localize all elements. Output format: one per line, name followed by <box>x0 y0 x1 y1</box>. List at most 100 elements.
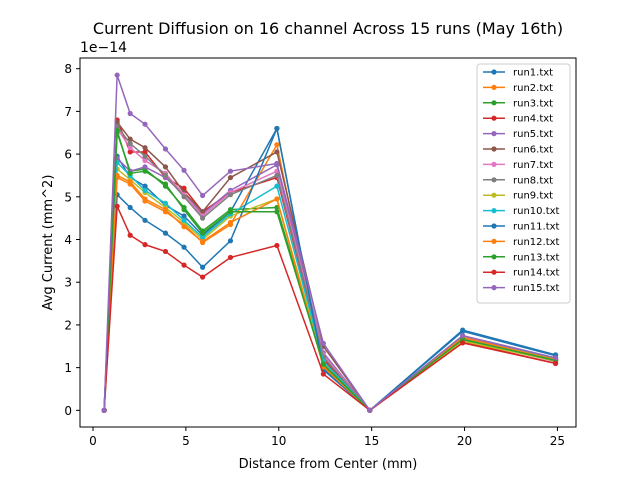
data-point <box>142 183 148 189</box>
data-point <box>200 234 206 240</box>
data-point <box>181 217 187 223</box>
data-point <box>181 224 187 230</box>
data-point <box>227 219 234 226</box>
legend-entry-label: run6.txt <box>513 145 553 156</box>
y-tick-label: 0 <box>64 404 72 418</box>
legend-entry-label: run12.txt <box>513 237 560 248</box>
y-tick-label: 2 <box>64 318 72 332</box>
legend-entry-label: run8.txt <box>513 175 553 186</box>
data-point <box>114 72 120 78</box>
data-point <box>181 213 187 219</box>
x-tick-label: 0 <box>89 434 97 448</box>
legend-swatch-marker <box>491 115 497 121</box>
legend-entry-label: run15.txt <box>513 283 560 294</box>
data-point <box>162 181 169 187</box>
data-point <box>142 242 148 248</box>
data-point <box>227 238 234 244</box>
legend-swatch-marker <box>491 269 497 275</box>
legend-entry-label: run11.txt <box>513 222 560 233</box>
legend-entry-label: run7.txt <box>513 160 553 171</box>
data-point <box>200 239 206 245</box>
x-tick-label: 20 <box>457 434 472 448</box>
data-point <box>162 146 169 152</box>
data-point <box>114 203 120 209</box>
data-point <box>200 209 206 215</box>
plot-area-frame <box>79 57 577 428</box>
legend-swatch-marker <box>491 131 497 137</box>
data-point <box>274 149 280 155</box>
data-point <box>320 340 326 346</box>
legend-entry-label: run10.txt <box>513 206 560 217</box>
legend-swatch-marker <box>491 223 497 229</box>
data-point <box>274 242 280 249</box>
data-point <box>101 407 107 413</box>
data-point <box>460 328 466 334</box>
y-tick-label: 7 <box>64 105 72 119</box>
legend-entry-label: run14.txt <box>513 268 560 279</box>
data-point <box>181 167 187 173</box>
data-point <box>127 136 133 142</box>
y-tick-label: 5 <box>64 190 72 204</box>
legend-swatch-marker <box>491 192 497 198</box>
data-point <box>274 209 280 215</box>
legend-swatch-marker <box>491 238 497 244</box>
data-point <box>127 110 133 117</box>
legend-entry-label: run4.txt <box>513 114 553 125</box>
legend-swatch-marker <box>491 69 497 75</box>
data-point <box>181 194 187 200</box>
data-point <box>142 196 148 202</box>
data-point <box>460 340 466 346</box>
data-point <box>274 183 280 189</box>
legend-entry-label: run1.txt <box>513 68 553 79</box>
data-point <box>162 248 169 255</box>
x-axis-label: Distance from Center (mm) <box>239 457 418 472</box>
x-tick-label: 25 <box>550 434 565 448</box>
data-point <box>367 407 373 413</box>
y-tick-label: 6 <box>64 148 72 162</box>
axis-ticks: 0 5 10 15 20 25 0 1 2 3 4 5 6 7 8 <box>64 62 565 448</box>
y-tick-label: 8 <box>64 62 72 76</box>
data-point <box>552 355 559 361</box>
data-point <box>142 187 148 193</box>
legend-swatch-marker <box>491 146 497 152</box>
data-point <box>127 232 133 238</box>
series-group <box>101 72 559 413</box>
legend-entry-label: run13.txt <box>513 252 560 263</box>
legend: run1.txt run2.txt run3.txt run4.txt run5.txt… <box>476 63 571 304</box>
y-tick-label: 1 <box>64 361 72 375</box>
data-point <box>142 168 148 174</box>
data-point <box>181 244 187 250</box>
data-point <box>274 172 280 179</box>
data-point <box>274 125 280 132</box>
data-point <box>162 207 169 213</box>
data-point <box>142 145 148 151</box>
data-point <box>142 121 148 127</box>
x-tick-label: 5 <box>182 434 190 448</box>
y-axis-label: Avg Current (mm^2) <box>41 175 56 311</box>
legend-swatch-marker <box>491 254 497 260</box>
data-point <box>127 204 133 211</box>
data-point <box>200 264 206 270</box>
data-point <box>181 207 187 213</box>
legend-swatch-marker <box>491 161 497 167</box>
data-point <box>200 230 206 236</box>
data-point <box>227 192 234 198</box>
legend-entry-label: run5.txt <box>513 129 553 140</box>
legend-swatch-marker <box>491 285 497 291</box>
data-point <box>200 274 206 280</box>
data-point <box>227 168 234 174</box>
legend-swatch-marker <box>491 208 497 214</box>
y-tick-label: 3 <box>64 276 72 290</box>
data-point <box>227 174 234 181</box>
data-point <box>227 209 234 215</box>
legend-swatch-marker <box>491 84 497 90</box>
data-point <box>142 164 148 170</box>
legend-entry-label: run9.txt <box>513 191 553 202</box>
data-point <box>142 157 148 164</box>
legend-entry-label: run2.txt <box>513 83 553 94</box>
data-point <box>127 179 133 185</box>
data-point <box>552 360 559 366</box>
data-point <box>320 361 326 367</box>
data-point <box>200 192 206 199</box>
